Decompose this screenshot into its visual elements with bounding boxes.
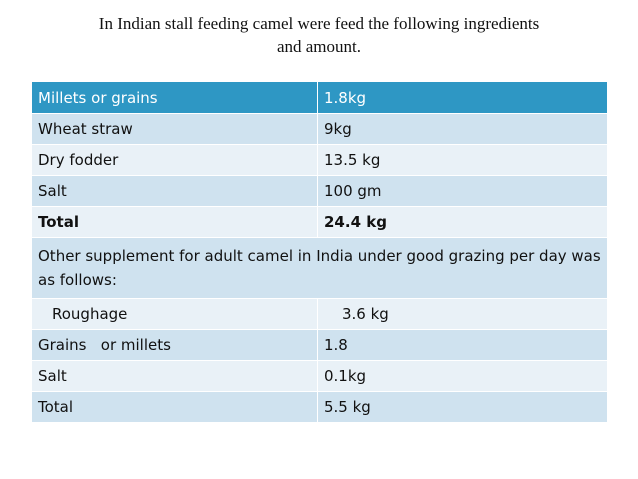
total-row: Total 24.4 kg: [31, 206, 608, 238]
header-amount-cell: 1.8kg: [317, 81, 608, 114]
item-cell: Total: [31, 206, 318, 238]
table-row: Roughage 3.6 kg: [31, 298, 608, 330]
item-cell: Grains or millets: [31, 329, 318, 361]
amount-cell: 13.5 kg: [317, 144, 608, 176]
table-row: Wheat straw 9kg: [31, 113, 608, 145]
table-row: Total 5.5 kg: [31, 391, 608, 423]
table-header-row: Millets or grains 1.8kg: [31, 81, 608, 114]
table-row: Dry fodder 13.5 kg: [31, 144, 608, 176]
amount-cell: 9kg: [317, 113, 608, 145]
item-cell: Dry fodder: [31, 144, 318, 176]
title-line-1: In Indian stall feeding camel were feed …: [98, 14, 540, 33]
header-item-cell: Millets or grains: [31, 81, 318, 114]
note-row: Other supplement for adult camel in Indi…: [31, 237, 608, 299]
amount-cell: 1.8: [317, 329, 608, 361]
item-cell: Salt: [31, 360, 318, 392]
item-cell: Roughage: [31, 298, 318, 330]
amount-cell: 100 gm: [317, 175, 608, 207]
title-line-2: and amount.: [276, 37, 362, 56]
note-cell: Other supplement for adult camel in Indi…: [31, 237, 608, 299]
table-row: Salt 0.1kg: [31, 360, 608, 392]
table-row: Grains or millets 1.8: [31, 329, 608, 361]
amount-cell: 24.4 kg: [317, 206, 608, 238]
slide-title: In Indian stall feeding camel were feed …: [0, 12, 638, 58]
item-cell: Total: [31, 391, 318, 423]
amount-cell: 0.1kg: [317, 360, 608, 392]
item-cell: Wheat straw: [31, 113, 318, 145]
amount-cell: 3.6 kg: [317, 298, 608, 330]
amount-cell: 5.5 kg: [317, 391, 608, 423]
item-cell: Salt: [31, 175, 318, 207]
feed-table: Millets or grains 1.8kg Wheat straw 9kg …: [31, 81, 608, 423]
table-row: Salt 100 gm: [31, 175, 608, 207]
